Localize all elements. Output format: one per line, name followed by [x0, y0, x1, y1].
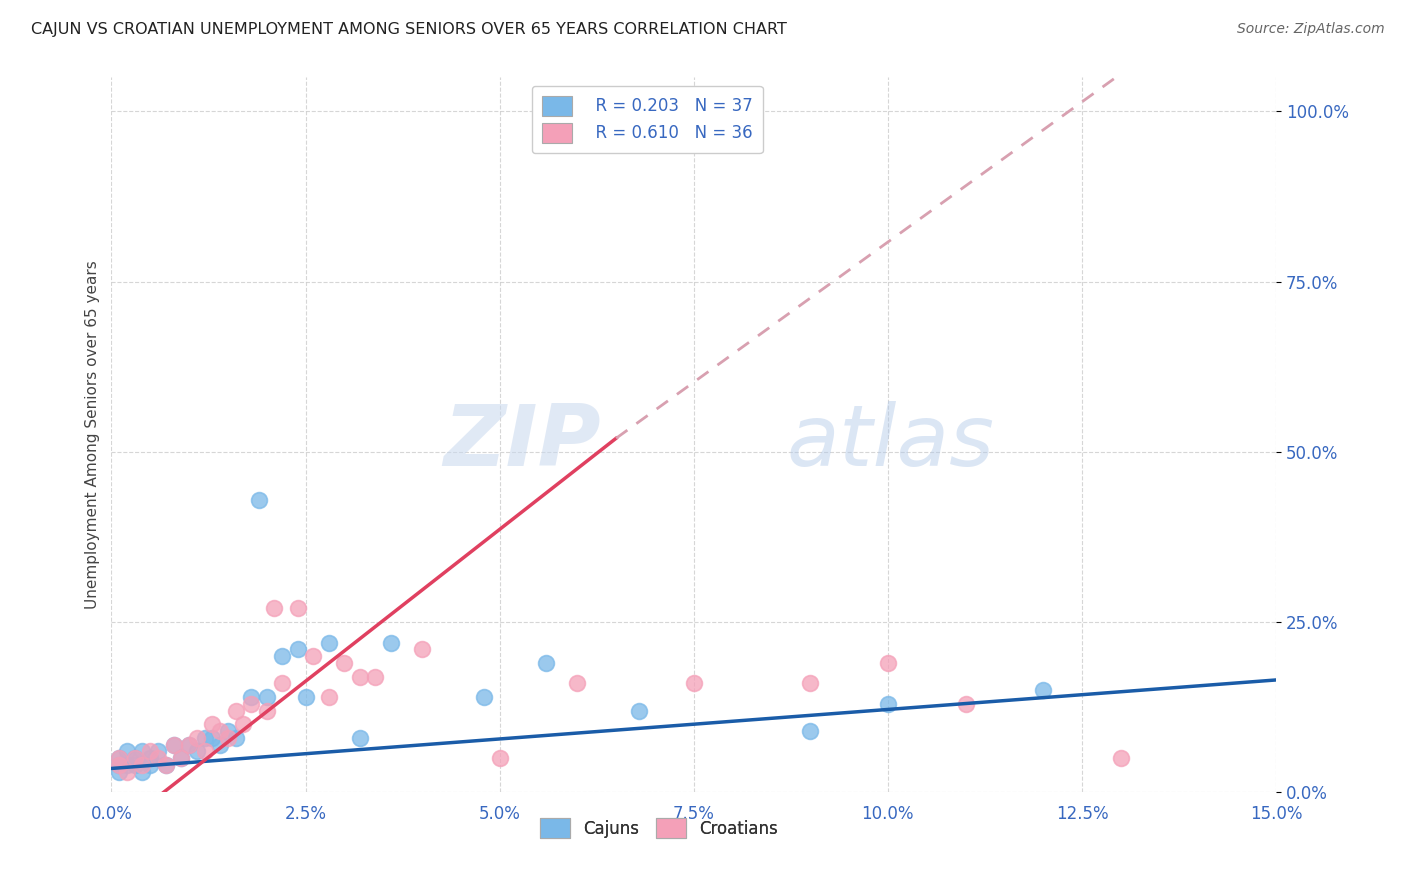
Point [194, 744, 217, 758]
Point [302, 649, 325, 664]
Point [225, 704, 247, 718]
Point [186, 744, 208, 758]
Point [217, 731, 239, 745]
Point [115, 744, 138, 758]
Point [146, 751, 169, 765]
Point [177, 738, 200, 752]
Point [155, 758, 177, 772]
Point [124, 758, 146, 772]
Point [799, 724, 821, 739]
Point [263, 601, 285, 615]
Point [271, 649, 294, 664]
Point [876, 697, 898, 711]
Point [155, 758, 177, 772]
Point [209, 724, 232, 739]
Point [472, 690, 495, 704]
Point [955, 697, 977, 711]
Point [240, 697, 263, 711]
Point [225, 731, 247, 745]
Point [115, 764, 138, 779]
Point [139, 744, 162, 758]
Point [194, 731, 217, 745]
Text: atlas: atlas [787, 401, 995, 483]
Point [287, 601, 309, 615]
Point [488, 751, 510, 765]
Point [162, 738, 184, 752]
Point [139, 751, 162, 765]
Point [124, 751, 146, 765]
Text: CAJUN VS CROATIAN UNEMPLOYMENT AMONG SENIORS OVER 65 YEARS CORRELATION CHART: CAJUN VS CROATIAN UNEMPLOYMENT AMONG SEN… [31, 22, 787, 37]
Point [876, 656, 898, 670]
Point [318, 635, 340, 649]
Point [201, 731, 224, 745]
Point [170, 751, 193, 765]
Point [628, 704, 651, 718]
Point [108, 764, 131, 779]
Point [256, 704, 278, 718]
Point [287, 642, 309, 657]
Point [1032, 683, 1054, 698]
Point [318, 690, 340, 704]
Point [349, 669, 371, 683]
Point [411, 642, 433, 657]
Point [108, 751, 131, 765]
Text: ZIP: ZIP [443, 401, 600, 483]
Point [1109, 751, 1132, 765]
Point [146, 744, 169, 758]
Point [232, 717, 254, 731]
Point [139, 758, 162, 772]
Point [364, 669, 387, 683]
Text: Source: ZipAtlas.com: Source: ZipAtlas.com [1237, 22, 1385, 37]
Point [131, 744, 153, 758]
Point [131, 758, 153, 772]
Point [170, 751, 193, 765]
Point [108, 751, 131, 765]
Point [271, 676, 294, 690]
Point [349, 731, 371, 745]
Point [124, 751, 146, 765]
Point [162, 738, 184, 752]
Point [217, 724, 239, 739]
Point [380, 635, 402, 649]
Point [186, 731, 208, 745]
Point [567, 676, 589, 690]
Point [534, 656, 557, 670]
Point [108, 758, 131, 772]
Legend: Cajuns, Croatians: Cajuns, Croatians [530, 808, 787, 848]
Point [177, 738, 200, 752]
Point [799, 676, 821, 690]
Point [131, 764, 153, 779]
Point [240, 690, 263, 704]
Point [108, 758, 131, 772]
Point [209, 738, 232, 752]
Point [256, 690, 278, 704]
Point [294, 690, 316, 704]
Point [201, 717, 224, 731]
Point [115, 758, 138, 772]
Y-axis label: Unemployment Among Seniors over 65 years: Unemployment Among Seniors over 65 years [86, 260, 100, 609]
Point [247, 492, 270, 507]
Point [682, 676, 704, 690]
Point [333, 656, 356, 670]
